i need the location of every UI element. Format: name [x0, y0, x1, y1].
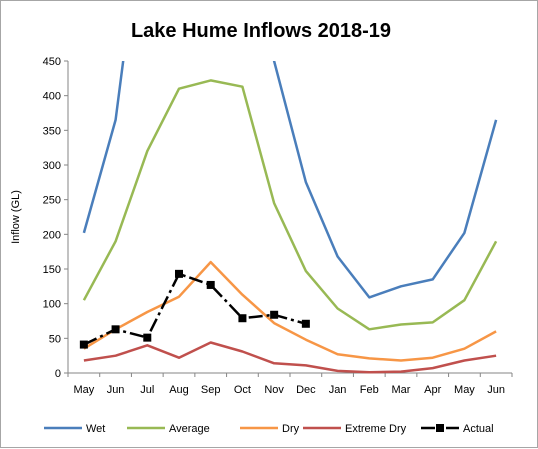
series-layer: [79, 61, 498, 374]
x-tick-label: Dec: [296, 384, 316, 396]
x-tick-label: May: [454, 384, 475, 396]
x-tick-label: Sep: [201, 384, 221, 396]
x-tick-label: Jun: [107, 384, 125, 396]
series-line-average: [82, 79, 498, 331]
x-tick-label: Jan: [329, 384, 347, 396]
y-tick-label: 300: [43, 160, 61, 172]
y-tick-label: 50: [49, 333, 61, 345]
legend-item-actual: Actual: [421, 423, 494, 435]
x-tick-label: Feb: [360, 384, 379, 396]
legend-item-extreme-dry: Extreme Dry: [303, 423, 407, 435]
data-point-actual: [238, 314, 247, 323]
x-tick-label: Jun: [487, 384, 505, 396]
y-tick-label: 100: [43, 299, 61, 311]
series-line-actual: [83, 272, 307, 346]
x-tick-label: Aug: [169, 384, 189, 396]
y-tick-label: 350: [43, 125, 61, 137]
series-line-wet: [82, 61, 498, 299]
x-tick-label: Nov: [264, 384, 284, 396]
data-point-actual: [111, 325, 120, 334]
y-tick-label: 200: [43, 229, 61, 241]
data-point-actual: [270, 310, 279, 319]
x-tick-label: May: [73, 384, 94, 396]
legend-item-average: Average: [127, 423, 210, 435]
y-axis-label: Inflow (GL): [10, 190, 22, 244]
data-point-actual: [206, 280, 215, 289]
series-actual: [79, 269, 310, 349]
y-tick-label: 0: [55, 368, 61, 380]
legend-label: Actual: [463, 423, 494, 435]
legend-label: Dry: [282, 423, 300, 435]
data-point-actual: [301, 319, 310, 328]
data-point-actual: [143, 333, 152, 342]
legend-item-dry: Dry: [240, 423, 300, 435]
x-tick-label: Jul: [140, 384, 154, 396]
legend-label: Extreme Dry: [345, 423, 407, 435]
legend: Wet Average Dry Extreme Dry Actual: [44, 423, 494, 435]
x-tick-label: Mar: [392, 384, 411, 396]
legend-marker: [436, 424, 444, 432]
legend-label: Wet: [86, 423, 105, 435]
x-tick-label: Oct: [234, 384, 251, 396]
x-axis: May Jun Jul Aug Sep Oct Nov Dec Jan Feb Mar Apr May J…: [67, 372, 513, 396]
series-line-extreme-dry: [83, 341, 497, 374]
chart-title: Lake Hume Inflows 2018-19: [131, 20, 391, 42]
series-average: [82, 79, 498, 331]
legend-item-wet: Wet: [44, 423, 105, 435]
y-axis: 0 50 100 150 200 250 300 350 400 450: [43, 56, 69, 380]
y-tick-label: 250: [43, 195, 61, 207]
x-tick-label: Apr: [424, 384, 441, 396]
series-dry: [83, 260, 497, 362]
legend-label: Average: [169, 423, 210, 435]
y-tick-label: 400: [43, 91, 61, 103]
series-line-dry: [83, 260, 497, 362]
data-point-actual: [175, 269, 183, 278]
series-extreme-dry: [83, 341, 497, 374]
y-tick-label: 450: [43, 56, 61, 68]
series-wet: [82, 61, 498, 299]
y-tick-label: 150: [43, 264, 61, 276]
data-point-actual: [79, 340, 88, 349]
